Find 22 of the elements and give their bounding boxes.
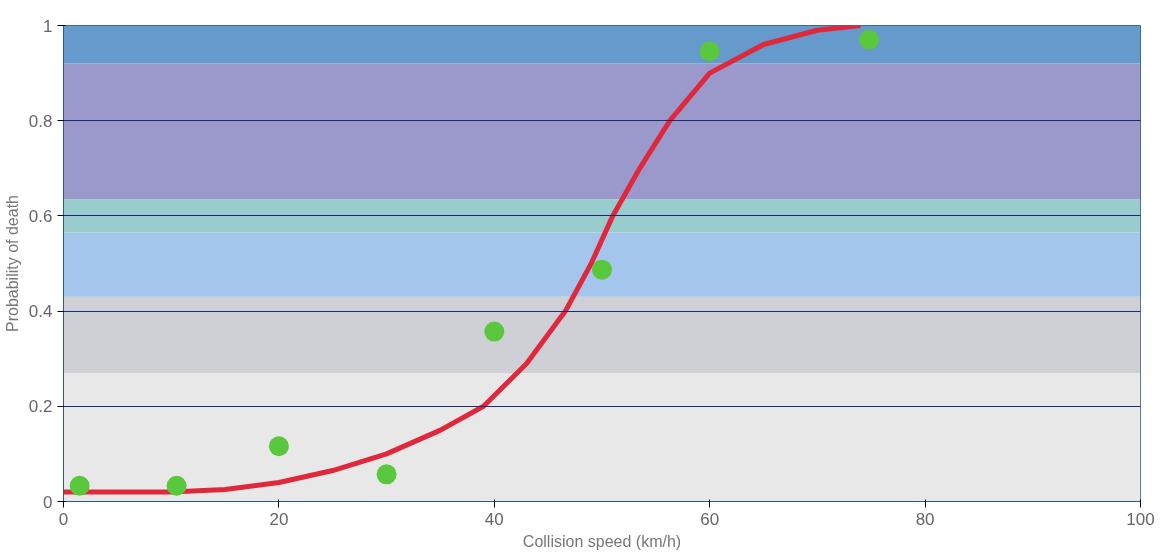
y-tick-label: 0 [43, 492, 53, 512]
point [166, 475, 187, 496]
point [69, 475, 90, 496]
y-axis-title: Probability of death [3, 195, 21, 332]
point [859, 29, 880, 50]
x-tick-label: 40 [484, 509, 504, 529]
x-axis-title: Collision speed (km/h) [522, 532, 682, 550]
y-tick-label: 1 [43, 16, 53, 36]
x-tick-label: 100 [1126, 509, 1155, 529]
x-tick-label: 0 [58, 509, 69, 529]
y-tick-label: 0.4 [28, 302, 53, 322]
point [376, 464, 397, 485]
x-tick-label: 80 [915, 509, 935, 529]
y-tick-label: 0.8 [28, 111, 53, 131]
y-tick-label: 0.6 [28, 206, 53, 226]
point [484, 321, 505, 342]
point [592, 259, 612, 280]
x-tick-label: 60 [700, 509, 720, 529]
x-tick-label: 20 [269, 509, 289, 529]
y-tick-label: 0.2 [28, 397, 53, 417]
point [699, 41, 720, 62]
point [268, 436, 289, 457]
